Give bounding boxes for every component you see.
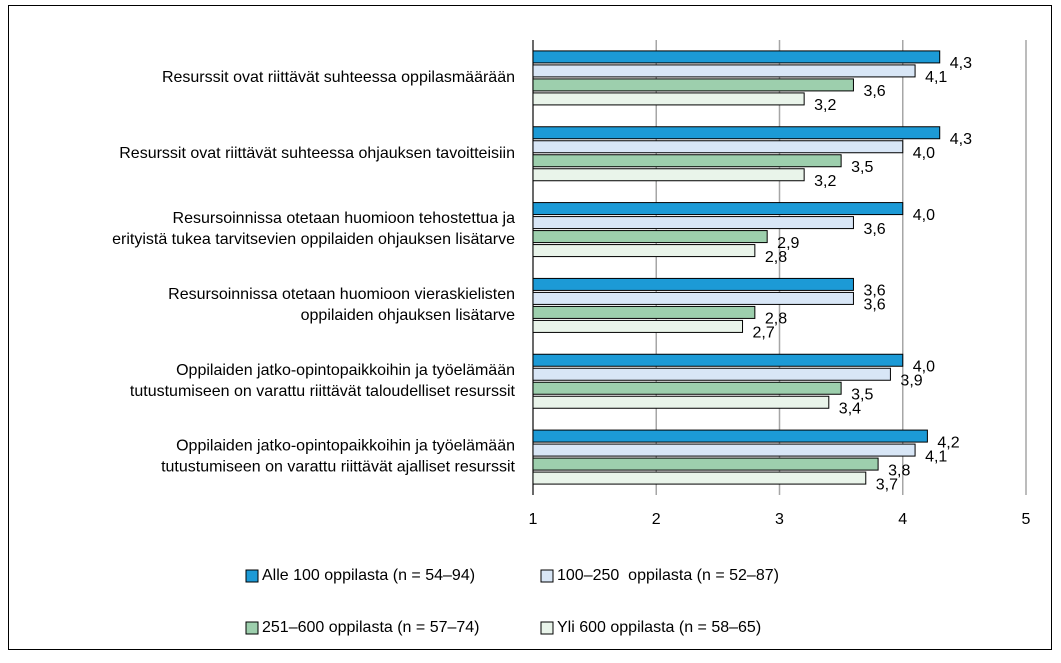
data-label: 2,8 xyxy=(765,249,787,266)
bar xyxy=(532,457,879,471)
data-label: 3,6 xyxy=(863,83,885,100)
bar xyxy=(532,305,756,319)
data-label: 3,6 xyxy=(863,283,885,300)
data-label: 2,8 xyxy=(765,311,787,328)
x-tick-label: 4 xyxy=(898,511,907,528)
category-label-line: Resurssit ovat riittävät suhteessa oppil… xyxy=(162,69,515,86)
bar xyxy=(532,64,916,78)
category-label-line: oppilaiden ohjauksen lisätarve xyxy=(301,307,515,324)
data-label: 2,7 xyxy=(753,325,775,342)
category-label: Oppilaiden jatko-opintopaikkoihin ja työ… xyxy=(130,362,516,400)
bar xyxy=(532,277,854,291)
bar xyxy=(532,168,805,182)
data-label: 4,3 xyxy=(950,131,972,148)
data-label: 4,1 xyxy=(925,69,947,86)
data-label: 3,2 xyxy=(814,97,836,114)
bar xyxy=(532,471,867,485)
legend-swatch xyxy=(245,569,259,583)
data-label: 3,5 xyxy=(851,386,873,403)
bar xyxy=(532,353,904,367)
category-label: Resursoinnissa otetaan huomioon tehostet… xyxy=(112,210,515,248)
category-label: Resursoinnissa otetaan huomioon vieraski… xyxy=(168,286,515,324)
bar xyxy=(532,154,842,168)
bar xyxy=(532,319,744,333)
category-label: Resurssit ovat riittävät suhteessa oppil… xyxy=(162,69,515,86)
data-label: 3,6 xyxy=(863,221,885,238)
bar xyxy=(532,244,756,258)
data-label: 3,5 xyxy=(851,159,873,176)
category-label-line: Resursoinnissa otetaan huomioon vieraski… xyxy=(168,286,515,303)
data-label: 4,0 xyxy=(913,358,935,375)
data-label: 3,8 xyxy=(888,462,910,479)
bar xyxy=(532,92,805,106)
bar xyxy=(532,78,854,92)
data-label: 4,1 xyxy=(925,448,947,465)
legend-label: Yli 600 oppilasta (n = 58–65) xyxy=(557,619,761,636)
bar xyxy=(532,126,941,140)
legend-swatch xyxy=(540,569,554,583)
x-tick-label: 3 xyxy=(775,511,784,528)
category-label-line: Resurssit ovat riittävät suhteessa ohjau… xyxy=(119,145,515,162)
data-label: 3,9 xyxy=(900,372,922,389)
x-tick-label: 2 xyxy=(652,511,661,528)
bar xyxy=(532,50,941,64)
category-label-line: tutustumiseen on varattu riittävät talou… xyxy=(130,383,516,400)
data-label: 4,0 xyxy=(913,207,935,224)
bar xyxy=(532,230,768,244)
bar xyxy=(532,202,904,216)
bar xyxy=(532,381,842,395)
category-label: Oppilaiden jatko-opintopaikkoihin ja työ… xyxy=(161,438,515,476)
category-label-line: Resursoinnissa otetaan huomioon tehostet… xyxy=(173,210,516,227)
bar xyxy=(532,367,891,381)
category-label-line: erityistä tukea tarvitsevien oppilaiden … xyxy=(112,231,515,248)
data-label: 3,4 xyxy=(839,400,861,417)
category-label-line: Oppilaiden jatko-opintopaikkoihin ja työ… xyxy=(176,438,515,455)
x-tick-label: 5 xyxy=(1022,511,1031,528)
data-label: 3,2 xyxy=(814,173,836,190)
category-label-line: tutustumiseen on varattu riittävät ajall… xyxy=(161,459,515,476)
data-label: 4,2 xyxy=(937,434,959,451)
legend-swatch xyxy=(245,621,259,635)
category-label: Resurssit ovat riittävät suhteessa ohjau… xyxy=(119,145,515,162)
data-label: 3,6 xyxy=(863,297,885,314)
legend-label: Alle 100 oppilasta (n = 54–94) xyxy=(262,567,475,584)
legend-label: 251–600 oppilasta (n = 57–74) xyxy=(262,619,480,636)
bar xyxy=(532,443,916,457)
category-label-line: Oppilaiden jatko-opintopaikkoihin ja työ… xyxy=(176,362,515,379)
legend-label: 100–250 oppilasta (n = 52–87) xyxy=(557,567,779,584)
data-label: 3,7 xyxy=(876,476,898,493)
bar xyxy=(532,429,928,443)
bar xyxy=(532,291,854,305)
bar xyxy=(532,216,854,230)
data-label: 4,0 xyxy=(913,145,935,162)
bar xyxy=(532,395,830,409)
legend-swatch xyxy=(540,621,554,635)
data-label: 2,9 xyxy=(777,235,799,252)
bar xyxy=(532,140,904,154)
data-label: 4,3 xyxy=(950,55,972,72)
x-tick-label: 1 xyxy=(529,511,538,528)
